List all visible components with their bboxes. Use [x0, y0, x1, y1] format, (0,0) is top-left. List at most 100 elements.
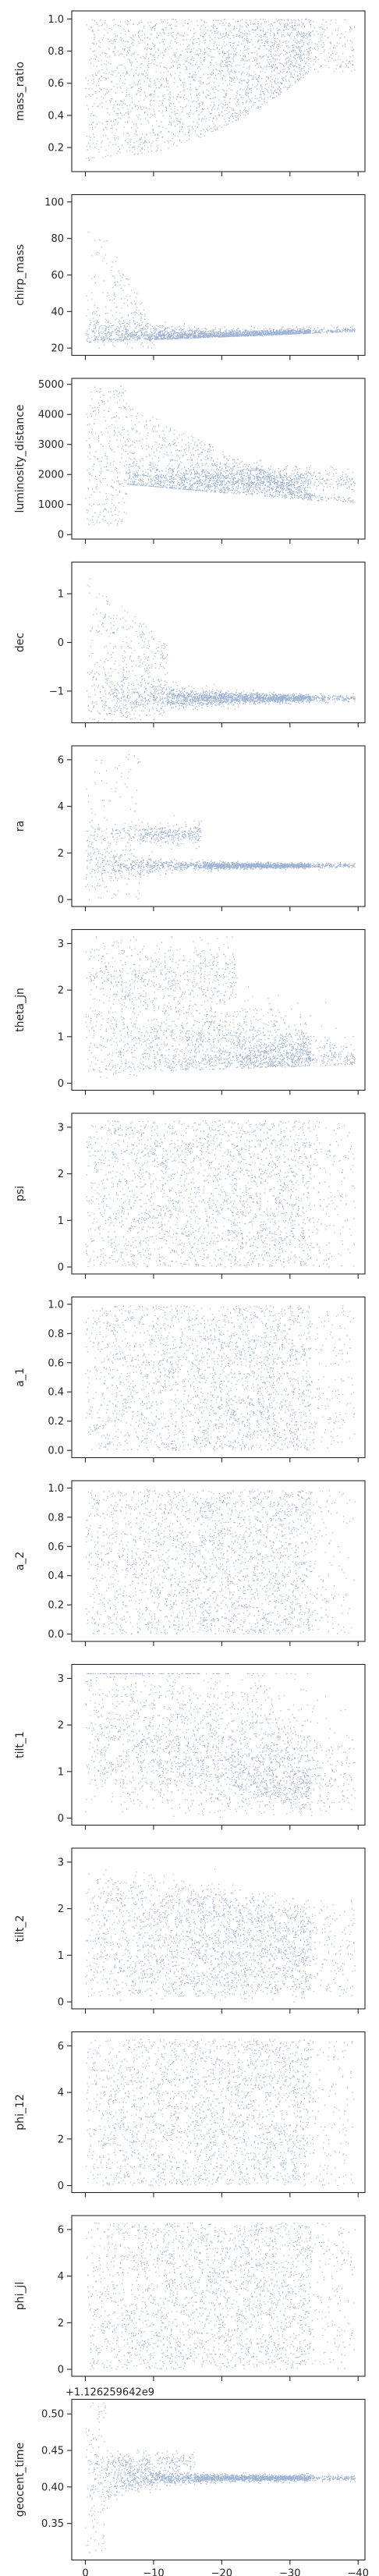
y-tick-label: 0: [58, 1078, 64, 1090]
y-tick-label: 0.8: [48, 46, 64, 58]
y-tick-label: 0.8: [48, 1329, 64, 1340]
axes-frame: [71, 10, 366, 172]
y-axis-label: dec: [14, 633, 27, 652]
scatter-points-chirp_mass: [86, 232, 356, 349]
y-axis-label: ra: [14, 821, 27, 832]
y-tick-label: 0.6: [48, 1542, 64, 1553]
y-tick-label: 1: [58, 1031, 64, 1043]
panel-dec: −1 0 1 dec: [14, 561, 366, 728]
panel-theta_jn: 0 1 2 3 theta_jn: [14, 928, 366, 1095]
y-axis-label: psi: [14, 1186, 27, 1201]
y-axis-label: theta_jn: [14, 988, 27, 1032]
y-axis-label: tilt_1: [14, 1731, 27, 1758]
scatter-points-mass_ratio: [85, 18, 356, 161]
axes-frame: [71, 378, 366, 540]
y-tick-label: 0.2: [48, 143, 64, 154]
y-tick-label: 0: [58, 1262, 64, 1274]
y-tick-label: 1: [58, 589, 64, 601]
y-tick-label: 80: [51, 233, 64, 245]
scatter-points-a_1: [85, 1305, 356, 1451]
x-tick-label: −40: [348, 2568, 369, 2576]
y-tick-label: 0: [58, 2180, 64, 2192]
y-tick-label: 0.0: [48, 1629, 64, 1641]
panel-phi_jl: 0 2 4 6 phi_jl: [14, 2215, 366, 2381]
scatter-points-tilt_2: [85, 1868, 356, 2003]
y-tick-label: 1000: [38, 499, 64, 511]
panel-ra: 0 2 4 6 ra: [14, 745, 366, 911]
y-tick-label: 2: [58, 2134, 64, 2145]
panel-a_1: 0.0 0.2 0.4 0.6 0.8 1.0 a_1: [14, 1296, 366, 1463]
y-tick-label: 0.8: [48, 1512, 64, 1524]
panel-geocent_time: 0.35 0.40 0.45 0.50 0 −10 −20 −30 −40 geocent_tim…: [14, 2387, 369, 2576]
axes-frame: [71, 2398, 366, 2561]
panel-tilt_2: 0 1 2 3 tilt_2: [14, 1847, 366, 2014]
y-tick-label: 3: [58, 1857, 64, 1868]
y-tick-label: 0.6: [48, 1357, 64, 1369]
y-tick-label: 6: [58, 2224, 64, 2236]
y-tick-label: −1: [49, 686, 64, 697]
y-axis-label: luminosity_distance: [14, 404, 27, 513]
y-tick-label: 0: [58, 2365, 64, 2376]
y-tick-label: 1: [58, 1766, 64, 1778]
y-tick-label: 0.2: [48, 1600, 64, 1612]
y-tick-label: 0.6: [48, 78, 64, 90]
scatter-points-dec: [87, 578, 356, 723]
y-tick-label: 0.4: [48, 1387, 64, 1399]
y-tick-label: 0.50: [41, 2409, 64, 2421]
axes-frame: [71, 1663, 366, 1826]
panel-a_2: 0.0 0.2 0.4 0.6 0.8 1.0 a_2: [14, 1480, 366, 1646]
y-tick-label: 0.40: [41, 2482, 64, 2493]
axes-frame: [71, 1296, 366, 1459]
axes-frame: [71, 928, 366, 1091]
y-tick-label: 1.0: [48, 14, 64, 26]
y-tick-label: 0: [58, 895, 64, 907]
axes-frame: [71, 1847, 366, 2010]
y-tick-label: 0: [58, 1813, 64, 1825]
scatter-points-geocent_time: [85, 2402, 356, 2553]
y-tick-label: 4: [58, 801, 64, 813]
scatter-points-ra: [85, 754, 356, 900]
y-tick-label: 3: [58, 1122, 64, 1134]
y-tick-label: 2000: [38, 470, 64, 481]
y-tick-label: 2: [58, 985, 64, 997]
y-axis-label: a_2: [14, 1552, 27, 1571]
x-tick-label: −10: [143, 2568, 164, 2576]
y-tick-label: 0.2: [48, 1416, 64, 1428]
y-tick-label: 6: [58, 2041, 64, 2053]
y-tick-label: 1: [58, 1950, 64, 1962]
y-tick-label: 1.0: [48, 1299, 64, 1311]
offset-text: +1.126259642e9: [66, 2387, 154, 2399]
scatter-points-theta_jn: [85, 936, 356, 1079]
y-tick-label: 3: [58, 1673, 64, 1685]
y-axis-label: phi_jl: [14, 2282, 27, 2310]
y-tick-label: 1.0: [48, 1483, 64, 1495]
scatter-points-phi_jl: [86, 2223, 356, 2370]
y-tick-label: 20: [51, 343, 64, 355]
y-axis-label: phi_12: [14, 2094, 27, 2130]
y-tick-label: 2: [58, 1169, 64, 1180]
axes-frame: [71, 745, 366, 907]
axes-frame: [71, 1112, 366, 1275]
scatter-points-luminosity_distance: [85, 385, 356, 526]
y-tick-label: 0.45: [41, 2446, 64, 2457]
scatter-points-a_2: [85, 1488, 356, 1635]
y-tick-label: 2: [58, 1720, 64, 1732]
y-tick-label: 60: [51, 270, 64, 282]
x-tick-label: 0: [82, 2568, 88, 2576]
y-tick-label: 3000: [38, 439, 64, 451]
y-tick-label: 2: [58, 2318, 64, 2329]
y-tick-label: 100: [44, 197, 64, 208]
axes-frame: [71, 2031, 366, 2194]
y-tick-label: 0.0: [48, 1446, 64, 1457]
y-tick-label: 4000: [38, 410, 64, 421]
y-tick-label: 0.4: [48, 1570, 64, 1582]
scatter-points-tilt_1: [85, 1673, 356, 1818]
y-tick-label: 4: [58, 2088, 64, 2099]
scatter-points-psi: [85, 1120, 356, 1268]
scatter-points-phi_12: [86, 2038, 355, 2187]
panel-chirp_mass: 20 40 60 80 100 chirp_mass: [14, 193, 366, 360]
y-tick-label: 0: [58, 1997, 64, 2009]
y-tick-label: 5000: [38, 379, 64, 391]
panel-phi_12: 0 2 4 6 phi_12: [14, 2031, 366, 2198]
